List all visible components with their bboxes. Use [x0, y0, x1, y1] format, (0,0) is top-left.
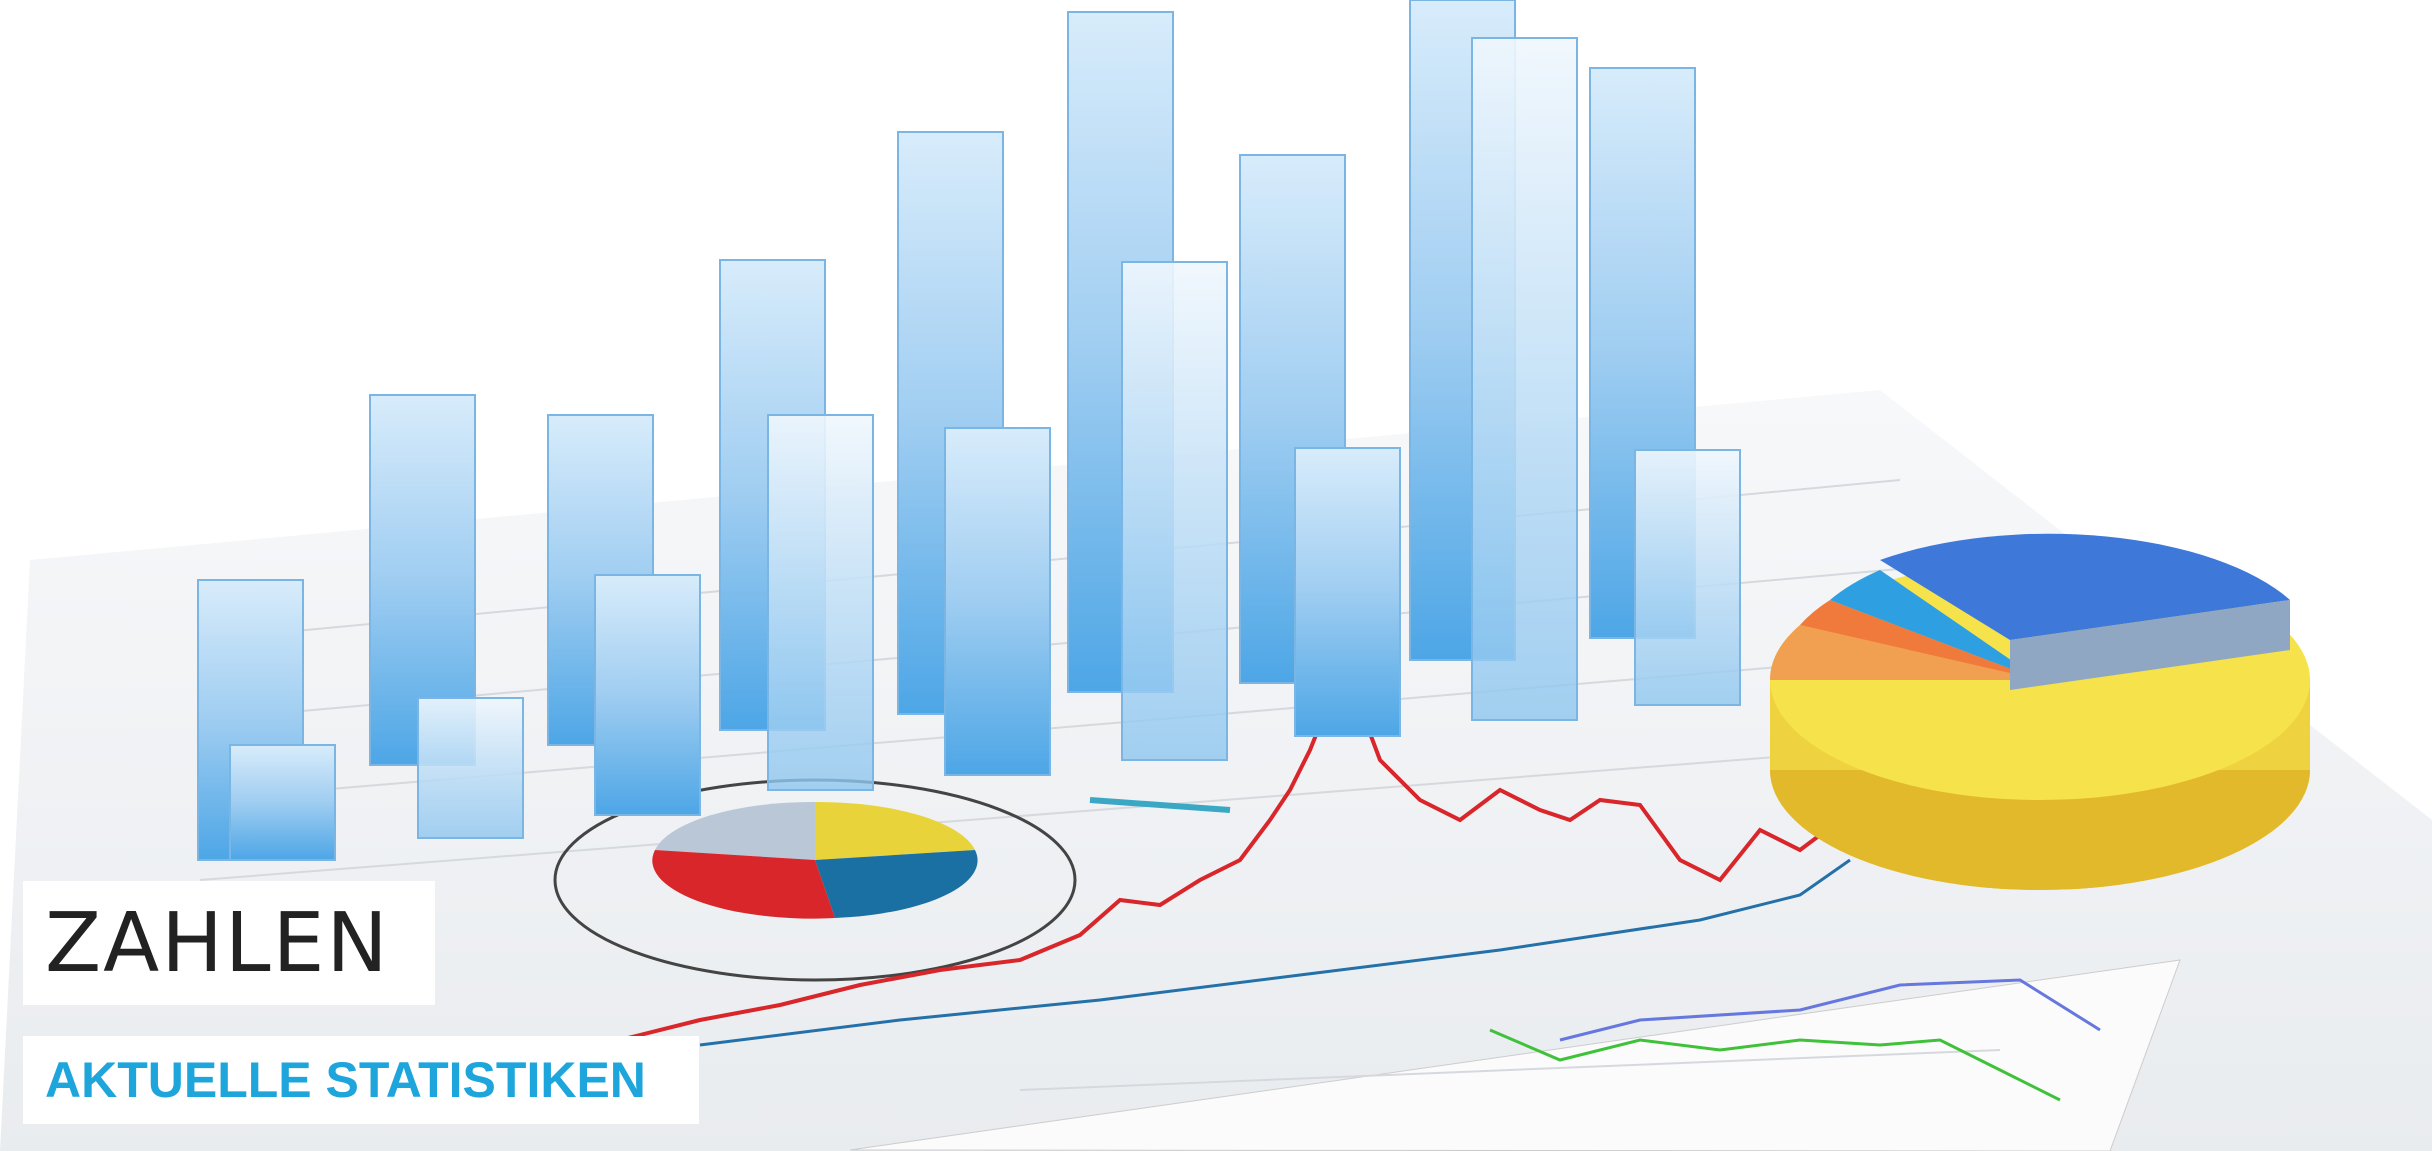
green-line	[1489, 1028, 2061, 1102]
bars	[197, 0, 1741, 861]
hero-subtitle: AKTUELLE STATISTIKEN	[45, 1052, 646, 1108]
subtitle-box: AKTUELLE STATISTIKEN	[23, 1036, 699, 1124]
arrow	[1089, 797, 1231, 813]
purple-line	[1559, 978, 2101, 1042]
mini-pie	[815, 801, 975, 860]
mini-pie	[655, 801, 815, 860]
mini-pie	[815, 850, 978, 918]
blue-line	[699, 858, 1851, 1047]
hero-title: ZAHLEN	[45, 895, 390, 991]
pie-3d	[1770, 533, 2310, 890]
title-box: ZAHLEN	[23, 881, 435, 1005]
mini-pie	[652, 850, 835, 919]
